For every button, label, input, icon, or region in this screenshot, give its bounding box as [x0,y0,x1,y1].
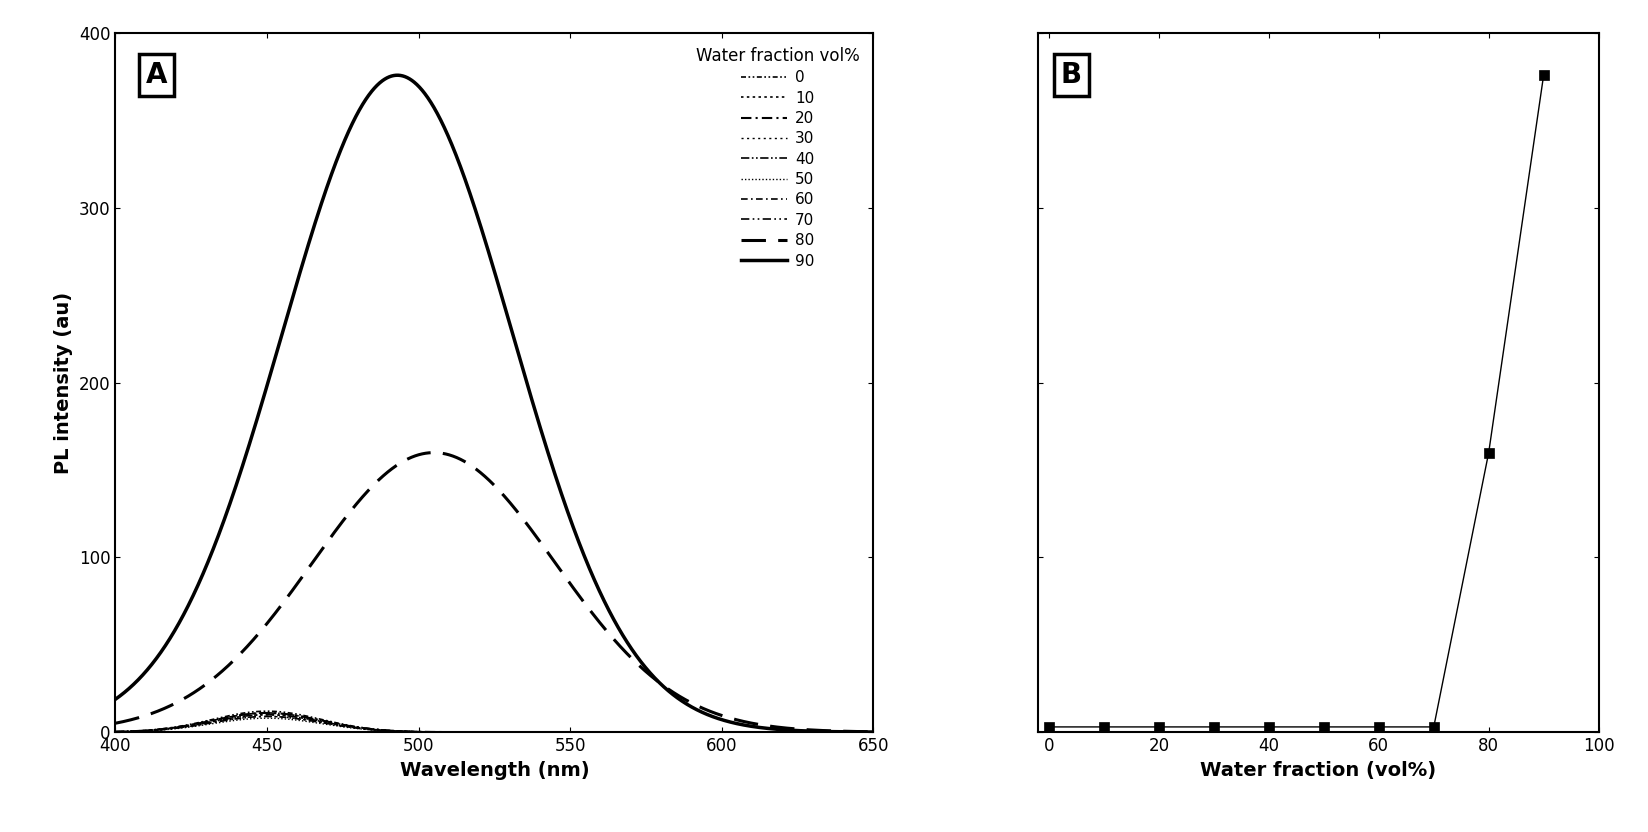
Y-axis label: PL intensity (au): PL intensity (au) [54,292,73,473]
X-axis label: Wavelength (nm): Wavelength (nm) [399,760,590,780]
X-axis label: Water fraction (vol%): Water fraction (vol%) [1200,760,1437,780]
Text: A: A [145,62,166,89]
Legend: 0, 10, 20, 30, 40, 50, 60, 70, 80, 90: 0, 10, 20, 30, 40, 50, 60, 70, 80, 90 [691,41,865,275]
Text: B: B [1061,62,1081,89]
